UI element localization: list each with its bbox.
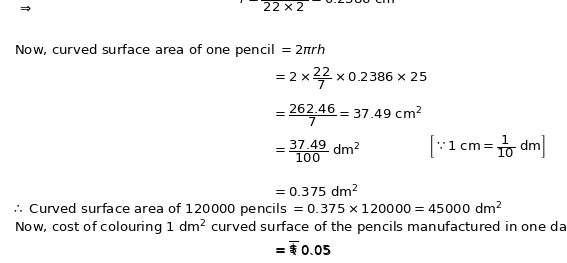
Text: $\left[\because 1\ \mathrm{cm} = \dfrac{1}{10}\ \mathrm{dm}\right]$: $\left[\because 1\ \mathrm{cm} = \dfrac{… (428, 133, 546, 160)
Text: $r = \dfrac{1.5\times 7}{22\times 2} = 0.2386\ \mathrm{cm}$: $r = \dfrac{1.5\times 7}{22\times 2} = 0… (239, 0, 395, 14)
Text: $= \overline{\mathtt{\$}}\ 0.05$: $= \overline{\mathtt{\$}}\ 0.05$ (272, 239, 331, 258)
Text: $= \dfrac{262.46}{7} = 37.49\ \mathrm{cm}^2$: $= \dfrac{262.46}{7} = 37.49\ \mathrm{cm… (272, 103, 422, 129)
Text: $= 2\times \dfrac{22}{7}\times 0.2386\times 25$: $= 2\times \dfrac{22}{7}\times 0.2386\ti… (272, 65, 428, 92)
Text: Now, cost of colouring 1 dm$^2$ curved surface of the pencils manufactured in on: Now, cost of colouring 1 dm$^2$ curved s… (14, 219, 567, 239)
Text: Now, curved surface area of one pencil $= 2\pi rh$: Now, curved surface area of one pencil $… (14, 42, 325, 59)
Text: $= 0.375\ \mathrm{dm}^2$: $= 0.375\ \mathrm{dm}^2$ (272, 183, 359, 200)
Text: $= ₹\ 0.05$: $= ₹\ 0.05$ (272, 245, 332, 258)
Text: $\Rightarrow$: $\Rightarrow$ (17, 1, 32, 14)
Text: $\therefore$ Curved surface area of 120000 pencils $= 0.375\times 120000 = 45000: $\therefore$ Curved surface area of 1200… (11, 201, 502, 220)
Text: $= \dfrac{37.49}{100}\ \mathrm{dm}^2$: $= \dfrac{37.49}{100}\ \mathrm{dm}^2$ (272, 139, 361, 165)
